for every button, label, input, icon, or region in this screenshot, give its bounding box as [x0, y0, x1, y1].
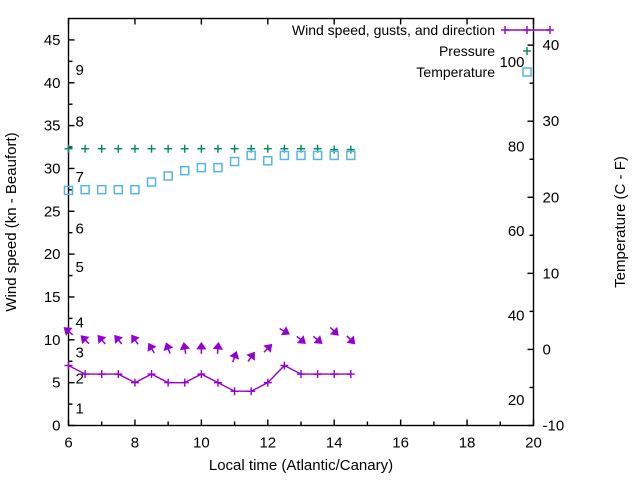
x-tick-label: 6	[64, 435, 72, 452]
y-tick-label: 10	[44, 332, 61, 349]
wind-direction-arrow-head	[246, 351, 255, 361]
wind-direction-arrow-head	[296, 335, 306, 344]
temperature-marker	[130, 184, 140, 195]
y-axis-title: Wind speed (kn - Beaufort)	[3, 132, 20, 311]
x-axis-title: Local time (Atlantic/Canary)	[209, 457, 393, 474]
wind-direction-arrow-head	[263, 343, 273, 353]
y2-tick-label-celsius: 0	[543, 341, 551, 358]
wind-speed-line	[68, 364, 351, 392]
y-tick-label: 20	[44, 246, 61, 263]
wind-direction-arrow-head	[346, 335, 356, 345]
wind-direction-arrow-head	[147, 342, 157, 352]
x-axis-ticks: 6 8 10 12 14 16 18 20	[64, 18, 542, 452]
beaufort-label: 8	[76, 113, 84, 130]
series-gusts	[63, 326, 356, 363]
beaufort-label: 3	[76, 345, 84, 362]
legend-sample-marker	[522, 67, 532, 77]
y2-tick-label-fahrenheit: 80	[508, 139, 525, 156]
y2-tick-label-celsius: 20	[543, 189, 560, 206]
temperature-marker	[146, 177, 157, 187]
series-temperature	[63, 150, 356, 196]
y-tick-label: 5	[52, 375, 60, 392]
series-pressure	[64, 144, 355, 154]
beaufort-label: 7	[76, 169, 84, 186]
temperature-marker	[346, 150, 356, 161]
wind-direction-arrow-head	[80, 335, 90, 345]
beaufort-label: 6	[76, 220, 84, 237]
y2-axis-ticks-celsius: -10 0 10 20 30 40	[527, 37, 565, 435]
wind-direction-arrow-head	[212, 342, 224, 350]
wind-direction-arrow-head	[313, 335, 323, 344]
x-tick-label: 16	[392, 435, 409, 452]
wind-direction-arrow-head	[131, 334, 140, 344]
temperature-marker	[113, 184, 124, 195]
y2-tick-label-celsius: 10	[543, 265, 560, 282]
temperature-marker	[180, 165, 190, 176]
y-tick-label: 45	[44, 32, 61, 49]
temperature-marker	[196, 162, 207, 173]
temperature-marker	[229, 156, 240, 167]
temperature-marker	[279, 150, 290, 161]
y-tick-label: 35	[44, 118, 61, 135]
y-tick-label: 40	[44, 75, 61, 92]
temperature-marker	[329, 150, 339, 161]
wind-direction-arrow-head	[196, 342, 207, 350]
temperature-marker	[163, 171, 173, 181]
x-tick-label: 8	[131, 435, 139, 452]
series-wind-speed-gusts-and-direction	[64, 361, 355, 396]
y-axis-ticks: 0 5 10 15 20 25 30 35 40 45	[44, 32, 75, 435]
y2-tick-label-fahrenheit: 40	[508, 308, 525, 325]
y2-tick-label-fahrenheit: 100	[499, 54, 524, 71]
wind-direction-arrow-head	[329, 326, 339, 336]
temperature-marker	[63, 185, 74, 196]
data-series	[63, 144, 356, 396]
wind-direction-arrow-head	[114, 334, 123, 344]
temperature-marker	[296, 150, 306, 161]
temperature-marker	[213, 162, 223, 173]
x-tick-label: 18	[459, 435, 476, 452]
legend: Wind speed, gusts, and direction Pressure…	[292, 22, 554, 80]
temperature-marker	[80, 184, 90, 195]
y-tick-label: 15	[44, 289, 61, 306]
wind-direction-arrow-head	[229, 350, 240, 360]
wind-direction-arrow-head	[280, 326, 290, 336]
temperature-marker	[96, 184, 107, 195]
beaufort-scale-labels: 1 2 3 4 5 6 7 8 9	[76, 62, 84, 417]
y2-axis-title: Temperature (C - F)	[612, 156, 629, 288]
beaufort-label: 2	[76, 370, 84, 387]
y2-tick-label-celsius: 40	[543, 37, 560, 54]
temperature-marker	[263, 156, 273, 166]
y-tick-label: 30	[44, 160, 61, 177]
legend-label: Temperature	[416, 64, 495, 80]
y2-axis-labels-fahrenheit: 20 40 60 80 100	[499, 54, 524, 409]
wind-direction-arrow-head	[97, 334, 107, 344]
y-tick-label: 25	[44, 203, 61, 220]
beaufort-label: 9	[76, 62, 84, 79]
wind-direction-arrow-head	[179, 342, 191, 351]
beaufort-label: 4	[76, 315, 84, 332]
y-tick-label: 0	[52, 418, 60, 435]
legend-label: Pressure	[439, 43, 495, 59]
y2-tick-label-celsius: -10	[543, 418, 565, 435]
y2-tick-label-fahrenheit: 60	[508, 223, 525, 240]
x-tick-label: 14	[326, 435, 343, 452]
legend-label: Wind speed, gusts, and direction	[292, 22, 495, 38]
beaufort-label: 5	[76, 259, 84, 276]
beaufort-label: 1	[76, 400, 84, 417]
y2-tick-label-celsius: 30	[543, 113, 560, 130]
x-tick-label: 20	[525, 435, 542, 452]
temperature-marker	[246, 150, 256, 161]
temperature-marker	[312, 150, 323, 161]
x-tick-label: 12	[259, 435, 276, 452]
x-tick-label: 10	[193, 435, 210, 452]
y2-tick-label-fahrenheit: 20	[508, 392, 525, 409]
wind-direction-arrow-head	[63, 327, 73, 336]
wind-direction-arrow-head	[163, 342, 174, 352]
